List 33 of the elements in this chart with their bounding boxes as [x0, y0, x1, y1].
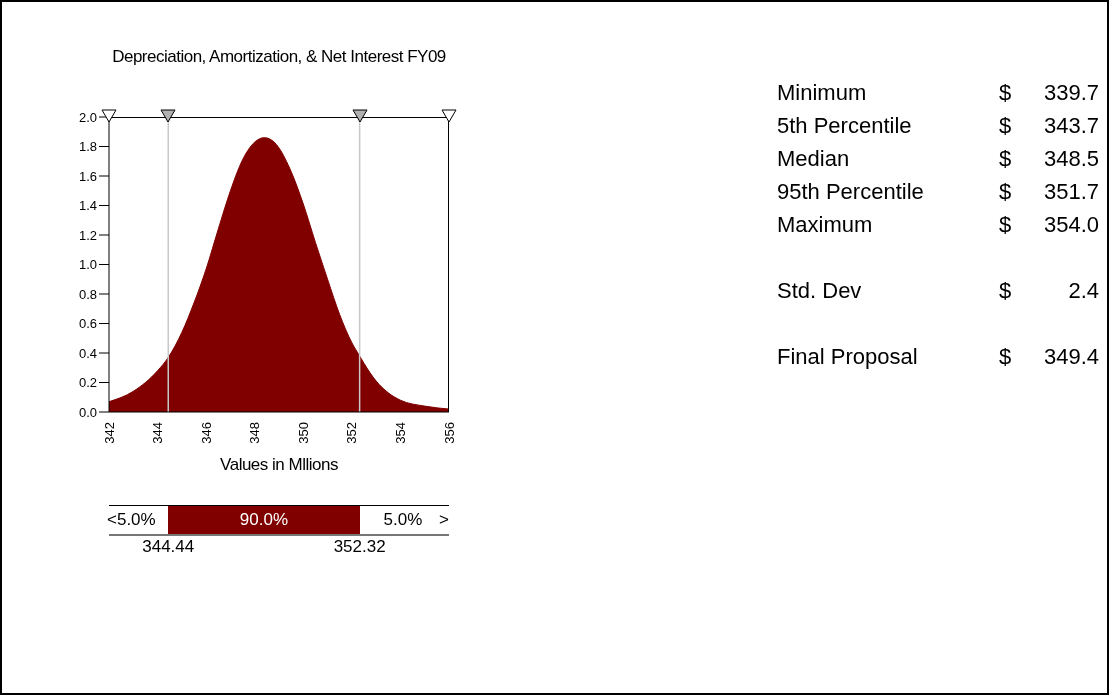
y-tick-label: 1.8 — [78, 139, 97, 155]
x-tick-label: 346 — [198, 422, 214, 444]
x-tick-label: 356 — [441, 422, 457, 444]
x-axis-title: Values in Mllions — [219, 455, 339, 475]
x-tick-label: 348 — [247, 422, 263, 444]
text: 344.44 — [141, 537, 196, 557]
x-tick-label: 342 — [101, 422, 117, 444]
y-tick-label: 1.6 — [78, 168, 97, 184]
text: Median $ 348.5 — [777, 146, 1099, 171]
y-tick-label: 0.0 — [78, 404, 97, 420]
x-tick-label: 352 — [344, 422, 360, 444]
text: 90.0% — [168, 506, 360, 534]
x-tick-label: 354 — [392, 422, 408, 444]
text: Std. Dev $ 2.4 — [777, 278, 1099, 303]
text: Maximum $ 354.0 — [777, 212, 1099, 237]
text: Final Proposal $ 349.4 — [777, 344, 1099, 369]
text: <5.0% — [107, 509, 156, 531]
x-tick-label: 344 — [150, 422, 166, 444]
y-tick-label: 1.2 — [78, 227, 97, 243]
chart-title: Depreciation, Amortization, & Net Interest FY09 — [111, 46, 447, 67]
text: Minimum $ 339.7 — [777, 80, 1099, 105]
y-tick-label: 0.2 — [78, 375, 97, 391]
text: 95th Percentile $ 351.7 — [777, 179, 1099, 204]
x-tick-label: 350 — [295, 422, 311, 444]
y-tick-label: 1.4 — [78, 198, 97, 214]
text: 5.0% > — [383, 509, 449, 531]
text: 5th Percentile $ 343.7 — [777, 113, 1099, 138]
text: 352.32 — [332, 537, 387, 557]
y-tick-label: 0.6 — [78, 316, 97, 332]
y-tick-label: 0.8 — [78, 286, 97, 302]
y-tick-label: 2.0 — [78, 109, 97, 125]
y-tick-label: 1.0 — [78, 257, 97, 273]
y-tick-label: 0.4 — [78, 345, 97, 361]
